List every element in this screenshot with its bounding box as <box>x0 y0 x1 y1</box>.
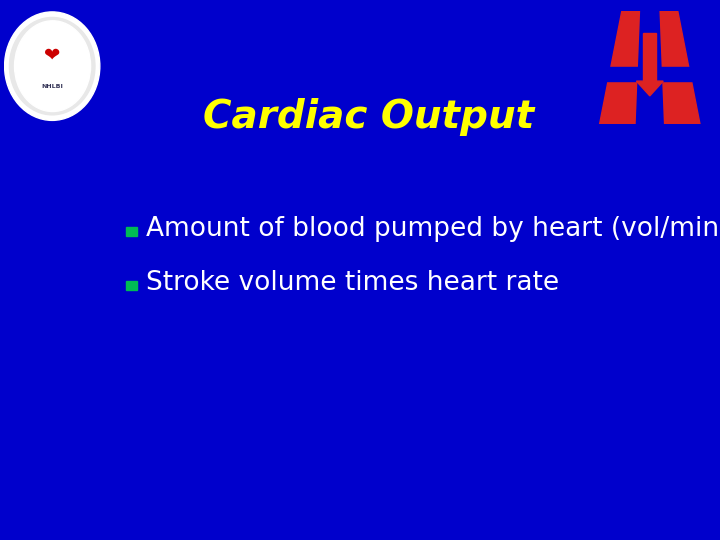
Polygon shape <box>636 11 663 124</box>
Text: Cardiac Output: Cardiac Output <box>203 98 535 136</box>
Text: ❤: ❤ <box>45 45 60 64</box>
Polygon shape <box>600 11 700 124</box>
Circle shape <box>14 21 91 111</box>
Circle shape <box>4 12 100 120</box>
Bar <box>126 281 137 290</box>
Polygon shape <box>643 33 657 81</box>
Polygon shape <box>605 68 695 81</box>
Text: Amount of blood pumped by heart (vol/min): Amount of blood pumped by heart (vol/min… <box>145 216 720 242</box>
Polygon shape <box>636 81 663 96</box>
Bar <box>126 227 137 235</box>
Circle shape <box>9 17 95 115</box>
Text: Stroke volume times heart rate: Stroke volume times heart rate <box>145 270 559 296</box>
Text: NHLBI: NHLBI <box>42 84 63 90</box>
